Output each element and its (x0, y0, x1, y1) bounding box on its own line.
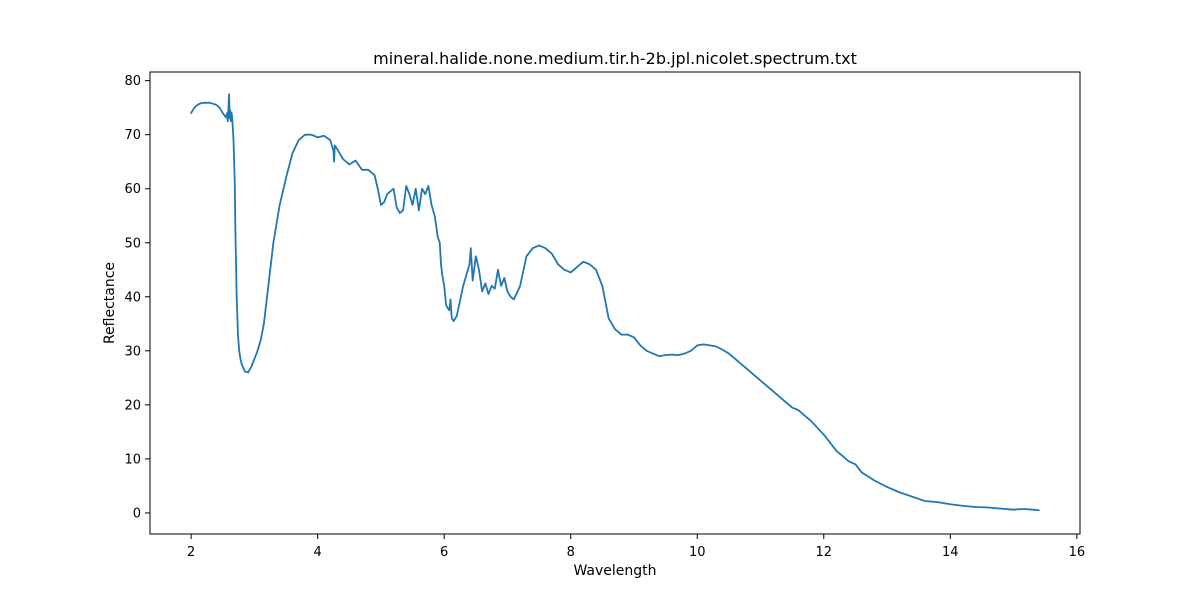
chart-title: mineral.halide.none.medium.tir.h-2b.jpl.… (373, 49, 857, 68)
x-tick-label: 2 (187, 545, 195, 560)
y-axis-label: Reflectance (102, 262, 118, 344)
y-tick-label: 80 (124, 74, 141, 89)
x-tick-label: 6 (440, 545, 448, 560)
x-tick-label: 16 (1069, 545, 1086, 560)
x-tick-label: 10 (689, 545, 706, 560)
y-tick-label: 60 (124, 182, 141, 197)
x-axis: 2 4 6 8 10 12 14 16 (187, 534, 1085, 560)
plot-area (149, 71, 1081, 535)
series-line (190, 93, 1040, 512)
y-axis: 0 10 20 30 40 50 60 70 80 (124, 74, 150, 521)
axes-frame (149, 71, 1081, 535)
y-tick-label: 20 (124, 398, 141, 413)
x-axis-label: Wavelength (573, 563, 656, 579)
y-tick-label: 10 (124, 452, 141, 467)
y-tick-label: 40 (124, 290, 141, 305)
y-tick-label: 30 (124, 344, 141, 359)
y-tick-label: 0 (133, 506, 141, 521)
x-tick-label: 14 (942, 545, 959, 560)
y-tick-label: 50 (124, 236, 141, 251)
x-tick-label: 12 (816, 545, 833, 560)
x-tick-label: 8 (567, 545, 575, 560)
x-tick-label: 4 (314, 545, 322, 560)
y-tick-label: 70 (124, 128, 141, 143)
